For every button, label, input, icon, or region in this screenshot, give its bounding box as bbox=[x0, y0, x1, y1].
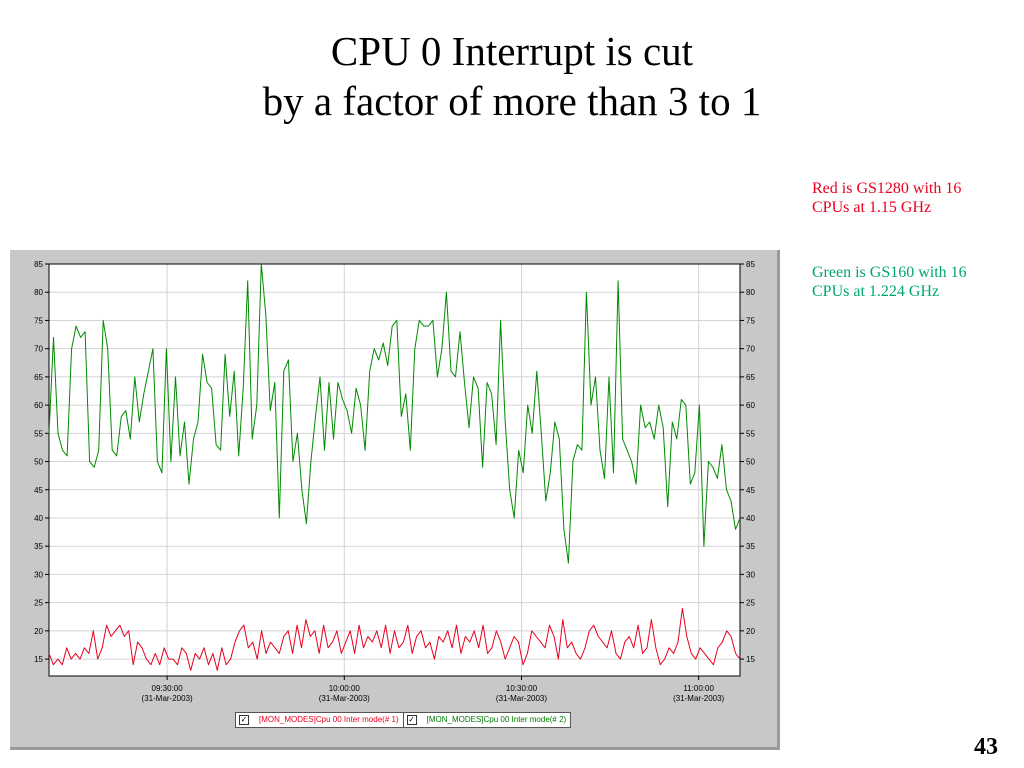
y-tick-label-right: 45 bbox=[746, 486, 755, 495]
title-line-2: by a factor of more than 3 to 1 bbox=[262, 78, 762, 124]
y-tick-label-left: 30 bbox=[34, 570, 43, 579]
y-tick-label-right: 20 bbox=[746, 627, 755, 636]
series-lines bbox=[48, 263, 741, 671]
tick-labels: 15 15 20 20 25 25 30 30 35 35 40 40 45 45 50 50 55 55 60 60… bbox=[34, 260, 755, 703]
y-tick-label-right: 25 bbox=[746, 599, 755, 608]
y-tick-label-left: 65 bbox=[34, 373, 43, 382]
plot-border bbox=[48, 263, 741, 677]
red-series-note: Red is GS1280 with 16 CPUs at 1.15 GHz bbox=[812, 180, 962, 216]
y-tick-label-right: 70 bbox=[746, 345, 755, 354]
x-tick-label-time: 10:30:00 bbox=[506, 684, 538, 693]
y-tick-label-right: 50 bbox=[746, 458, 755, 467]
legend-label-red: [MON_MODES]Cpu 00 Inter mode(# 1) bbox=[259, 715, 399, 724]
y-tick-label-left: 85 bbox=[34, 260, 43, 269]
y-tick-label-right: 40 bbox=[746, 514, 755, 523]
legend-checkbox-green[interactable]: ✓ bbox=[406, 715, 417, 725]
axes bbox=[45, 263, 744, 680]
plot-area bbox=[49, 264, 740, 676]
y-tick-label-right: 15 bbox=[746, 655, 755, 664]
green-series-note: Green is GS160 with 16 CPUs at 1.224 GHz bbox=[812, 264, 967, 300]
y-tick-label-left: 70 bbox=[34, 345, 43, 354]
y-tick-label-left: 20 bbox=[34, 627, 43, 636]
y-tick-label-right: 55 bbox=[746, 429, 755, 438]
y-tick-label-left: 50 bbox=[34, 458, 43, 467]
x-tick-label-date: (31-Mar-2003) bbox=[142, 694, 193, 703]
y-tick-label-left: 80 bbox=[34, 288, 43, 297]
x-tick-label-time: 11:00:00 bbox=[683, 684, 714, 693]
series-line-green bbox=[48, 263, 741, 564]
x-tick-label-date: (31-Mar-2003) bbox=[673, 694, 724, 703]
x-tick-label-time: 10:00:00 bbox=[329, 684, 361, 693]
legend: ✓ [MON_MODES]Cpu 00 Inter mode(# 1) ✓ [M… bbox=[235, 712, 572, 728]
y-tick-label-right: 60 bbox=[746, 401, 755, 410]
y-tick-label-left: 25 bbox=[34, 599, 43, 608]
legend-label-green: [MON_MODES]Cpu 00 Inter mode(# 2) bbox=[426, 715, 567, 724]
y-tick-label-left: 60 bbox=[34, 401, 43, 410]
y-tick-label-left: 45 bbox=[34, 486, 43, 495]
legend-checkbox-red[interactable]: ✓ bbox=[239, 715, 249, 725]
y-tick-label-right: 30 bbox=[746, 570, 755, 579]
y-tick-label-right: 75 bbox=[746, 316, 755, 325]
x-tick-label-date: (31-Mar-2003) bbox=[319, 694, 370, 703]
legend-item-green[interactable]: ✓ [MON_MODES]Cpu 00 Inter mode(# 2) bbox=[404, 713, 571, 727]
y-tick-label-right: 65 bbox=[746, 373, 755, 382]
x-tick-label-time: 09:30:00 bbox=[152, 684, 184, 693]
x-tick-label-date: (31-Mar-2003) bbox=[496, 694, 547, 703]
slide-title: CPU 0 Interrupt is cut by a factor of mo… bbox=[0, 26, 1024, 126]
legend-item-red[interactable]: ✓ [MON_MODES]Cpu 00 Inter mode(# 1) bbox=[236, 713, 404, 727]
y-tick-label-right: 80 bbox=[746, 288, 755, 297]
y-tick-label-left: 55 bbox=[34, 429, 43, 438]
y-tick-label-left: 75 bbox=[34, 316, 43, 325]
page-number: 43 bbox=[974, 734, 998, 760]
y-tick-label-left: 40 bbox=[34, 514, 43, 523]
y-tick-label-right: 35 bbox=[746, 542, 755, 551]
y-tick-label-left: 35 bbox=[34, 542, 43, 551]
y-tick-label-left: 15 bbox=[34, 655, 43, 664]
title-line-1: CPU 0 Interrupt is cut bbox=[330, 28, 694, 74]
y-tick-label-right: 85 bbox=[746, 260, 755, 269]
series-line-red bbox=[48, 607, 741, 671]
